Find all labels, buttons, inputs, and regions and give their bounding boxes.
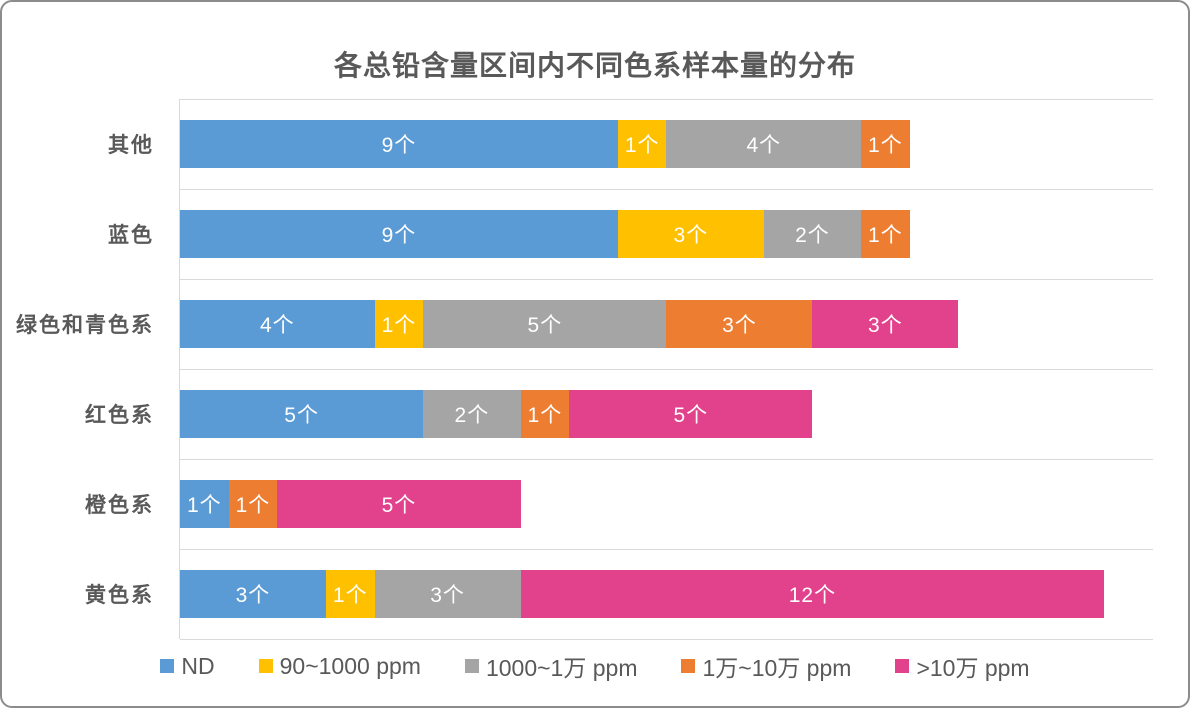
gridline [180,549,1153,550]
gridline [180,99,1153,100]
segment-value-label: 5个 [381,494,417,517]
gridline [180,459,1153,460]
segment-value-label: 3个 [235,584,271,607]
bar-segment: 1个 [374,300,424,348]
segment-value-label: 3个 [673,224,709,247]
bar-segment: 12个 [520,570,1105,618]
legend-swatch-icon [464,659,479,673]
legend-item: 1000~1万 ppm [464,649,638,683]
segment-value-label: 1个 [235,494,271,517]
chart-title: 各总铅含量区间内不同色系样本量的分布 [333,50,856,81]
segment-value-label: 5个 [284,404,319,427]
category-axis: 其他蓝色绿色和青色系红色系橙色系黄色系 [2,99,167,639]
legend-label: ND [181,652,215,679]
bar-segment: 5个 [277,480,521,528]
gridline [180,639,1153,640]
segment-value-label: 5个 [673,404,709,427]
segment-value-label: 1个 [868,224,903,247]
bar-segment: 3个 [180,570,326,618]
plot-area: 9个 1个 4个 1个 9个 3个 2个 1个 4个 1个 5个 3个 3个 5个 2个 1个 5个 1个 1个 5个… [179,99,1153,640]
legend-swatch-icon [160,659,175,673]
segment-value-label: 3个 [868,314,903,337]
bar-segment: 4个 [180,300,375,348]
category-label: 其他 [108,134,154,157]
gridline [180,279,1153,280]
bar-segment: 4个 [666,120,862,168]
segment-value-label: 2个 [454,404,490,427]
category-label: 蓝色 [108,224,154,247]
bar-row: 1个 1个 5个 [180,480,1153,528]
legend-label: 90~1000 ppm [279,652,421,679]
legend-swatch-icon [895,659,910,673]
gridline [180,369,1153,370]
category-label: 黄色系 [85,584,154,607]
bar-segment: 1个 [520,390,570,438]
bar-segment: 5个 [569,390,813,438]
legend-item: 90~1000 ppm [258,652,421,680]
gridline [180,189,1153,190]
bar-segment: 1个 [228,480,278,528]
bar-segment: 3个 [812,300,959,348]
segment-value-label: 12个 [788,584,837,607]
segment-value-label: 4个 [259,314,295,337]
segment-value-label: 1个 [381,314,417,337]
legend-item: >10万 ppm [895,649,1030,683]
segment-value-label: 1个 [868,134,903,157]
category-label: 红色系 [85,404,154,427]
category-label: 橙色系 [85,494,154,517]
bar-row: 9个 3个 2个 1个 [180,210,1153,258]
segment-value-label: 1个 [624,134,660,157]
segment-value-label: 2个 [795,224,830,247]
legend-label: 1000~1万 ppm [485,655,638,681]
segment-value-label: 3个 [722,314,757,337]
legend-swatch-icon [681,659,696,673]
legend: ND 90~1000 ppm 1000~1万 ppm 1万~10万 ppm >10万 p… [2,646,1188,686]
bar-segment: 3个 [374,570,521,618]
bar-row: 3个 1个 3个 12个 [180,570,1153,618]
legend-label: >10万 ppm [916,655,1030,681]
bar-segment: 2个 [423,390,521,438]
segment-value-label: 1个 [332,584,368,607]
bar-segment: 3个 [666,300,813,348]
bar-segment: 1个 [861,120,910,168]
legend-label: 1万~10万 ppm [702,655,852,681]
bar-segment: 5个 [180,390,424,438]
bar-segment: 1个 [617,120,667,168]
bar-segment: 9个 [180,210,618,258]
bar-segment: 2个 [763,210,862,258]
bar-segment: 5个 [423,300,667,348]
segment-value-label: 3个 [430,584,465,607]
legend-item: ND [160,652,215,680]
legend-item: 1万~10万 ppm [681,649,851,683]
segment-value-label: 9个 [381,224,417,247]
bar-row: 9个 1个 4个 1个 [180,120,1153,168]
bar-segment: 1个 [325,570,375,618]
bar-row: 5个 2个 1个 5个 [180,390,1153,438]
legend-swatch-icon [258,659,273,673]
segment-value-label: 1个 [186,494,222,517]
segment-value-label: 5个 [527,314,563,337]
bar-row: 4个 1个 5个 3个 3个 [180,300,1153,348]
bar-segment: 1个 [861,210,910,258]
bar-segment: 1个 [180,480,229,528]
segment-value-label: 9个 [381,134,417,157]
segment-value-label: 4个 [746,134,782,157]
bar-segment: 3个 [617,210,764,258]
segment-value-label: 1个 [527,404,563,427]
category-label: 绿色和青色系 [16,314,154,337]
bar-segment: 9个 [180,120,618,168]
